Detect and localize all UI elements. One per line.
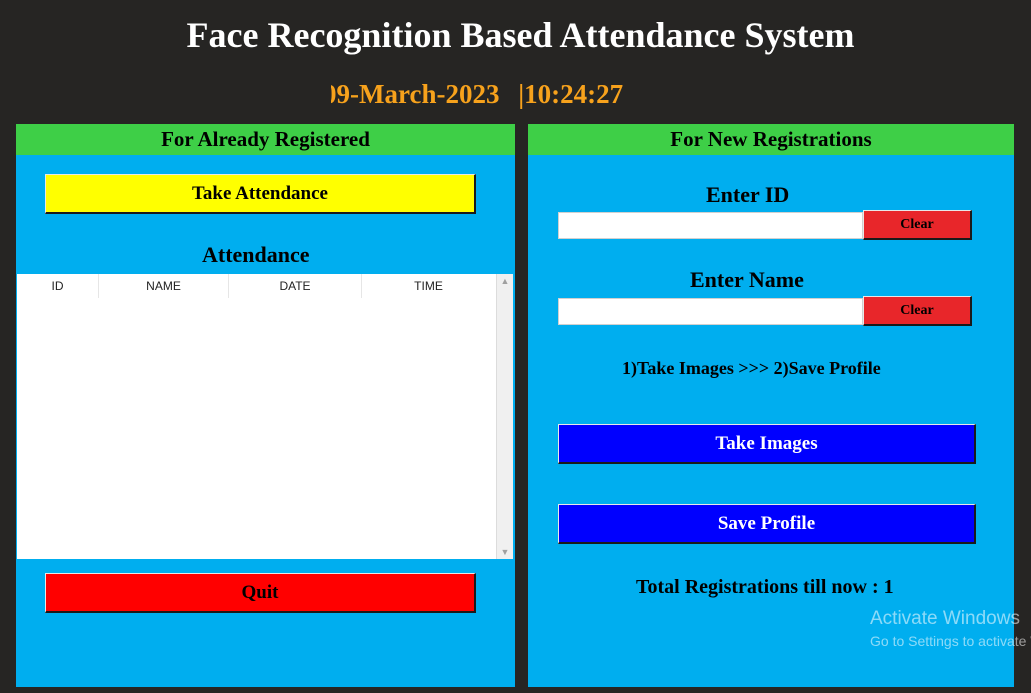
attendance-table[interactable]: ID NAME DATE TIME ▲ ▼ bbox=[17, 274, 513, 559]
table-scrollbar[interactable]: ▲ ▼ bbox=[496, 274, 513, 559]
already-registered-panel: For Already Registered Take Attendance A… bbox=[16, 124, 515, 687]
already-registered-header: For Already Registered bbox=[16, 124, 515, 155]
table-header: ID NAME DATE TIME bbox=[17, 274, 495, 298]
column-header-date[interactable]: DATE bbox=[229, 274, 362, 298]
new-registrations-header: For New Registrations bbox=[528, 124, 1014, 155]
app-title: Face Recognition Based Attendance System bbox=[186, 15, 855, 55]
new-registrations-panel: For New Registrations Enter ID Clear Ent… bbox=[528, 124, 1014, 687]
name-input[interactable] bbox=[558, 298, 863, 325]
column-header-name[interactable]: NAME bbox=[99, 274, 229, 298]
clear-id-button[interactable]: Clear bbox=[863, 210, 972, 240]
enter-name-label: Enter Name bbox=[690, 267, 804, 292]
column-header-time[interactable]: TIME bbox=[414, 279, 443, 293]
scroll-up-arrow-icon[interactable]: ▲ bbox=[500, 276, 510, 286]
attendance-heading: Attendance bbox=[202, 242, 310, 267]
clear-name-button[interactable]: Clear bbox=[863, 296, 972, 326]
scroll-down-arrow-icon[interactable]: ▼ bbox=[500, 547, 510, 557]
watermark-line1: Activate Windows bbox=[870, 608, 1020, 629]
save-profile-button[interactable]: Save Profile bbox=[558, 504, 976, 544]
column-header-id[interactable]: ID bbox=[17, 274, 99, 298]
watermark-line2: Go to Settings to activate Windows. bbox=[870, 633, 1031, 649]
registration-steps-text: 1)Take Images >>> 2)Save Profile bbox=[622, 358, 881, 378]
activate-windows-watermark: Activate Windows Go to Settings to activ… bbox=[870, 608, 1031, 649]
date-text: 09-March-2023 bbox=[331, 79, 500, 109]
date-time-separator: | bbox=[518, 79, 525, 109]
take-images-button[interactable]: Take Images bbox=[558, 424, 976, 464]
total-registrations-text: Total Registrations till now : 1 bbox=[636, 576, 894, 598]
enter-id-label: Enter ID bbox=[706, 182, 790, 207]
id-input[interactable] bbox=[558, 212, 863, 239]
take-attendance-button[interactable]: Take Attendance bbox=[45, 174, 476, 214]
time-text: 10:24:27 bbox=[524, 79, 624, 109]
quit-button[interactable]: Quit bbox=[45, 573, 476, 613]
date-time-display: 09-March-2023 |10:24:27 bbox=[331, 77, 671, 111]
